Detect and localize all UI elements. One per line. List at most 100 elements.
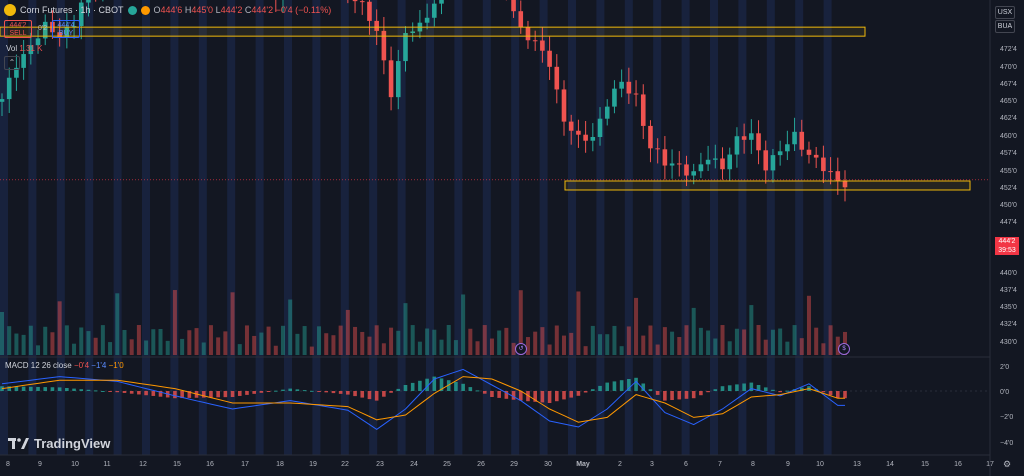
macd-histogram-bar xyxy=(115,391,120,393)
candle xyxy=(518,11,524,28)
candle xyxy=(705,159,711,165)
candle xyxy=(576,130,581,135)
candle xyxy=(749,133,754,140)
buy-button[interactable]: 444'4 BUY xyxy=(52,20,80,38)
volume-bar xyxy=(14,333,19,355)
macd-histogram-bar xyxy=(526,391,530,402)
volume-bar xyxy=(425,328,430,355)
macd-histogram-bar xyxy=(439,378,444,391)
volume-bar xyxy=(0,312,4,355)
volume-bar xyxy=(338,325,343,355)
volume-bar xyxy=(799,338,804,355)
macd-histogram-bar xyxy=(843,391,847,399)
symbol-title[interactable]: Corn Futures · 1h · CBOT xyxy=(20,5,124,15)
unit-button[interactable]: BUA xyxy=(995,20,1015,33)
volume-bar xyxy=(720,325,725,355)
volume-bar xyxy=(86,331,91,355)
time-axis-label: 23 xyxy=(376,461,384,468)
macd-histogram-bar xyxy=(331,391,336,394)
time-axis-label: 24 xyxy=(410,461,418,468)
time-axis-label: 26 xyxy=(477,461,485,468)
session-band xyxy=(113,0,122,455)
volume-bar xyxy=(324,333,329,355)
candle xyxy=(727,154,733,170)
volume-bar xyxy=(57,301,62,355)
volume-bar xyxy=(446,325,451,355)
macd-histogram-bar xyxy=(382,391,386,397)
macd-histogram-bar xyxy=(180,391,184,399)
candle xyxy=(28,45,34,55)
volume-bar xyxy=(122,329,127,355)
volume-bar xyxy=(598,334,603,355)
time-axis-label: 11 xyxy=(103,461,110,468)
sell-button[interactable]: 444'2 SELL xyxy=(4,20,32,38)
macd-histogram-bar xyxy=(475,390,480,392)
session-band xyxy=(56,0,65,455)
session-band xyxy=(227,0,236,455)
volume-bar xyxy=(360,331,365,355)
macd-histogram-bar xyxy=(50,387,55,391)
volume-bar xyxy=(223,331,228,355)
volume-bar xyxy=(158,328,163,355)
volume-bar xyxy=(403,303,408,355)
session-band xyxy=(795,0,804,455)
session-band xyxy=(28,0,37,455)
macd-histogram-bar xyxy=(187,391,192,398)
volume-bar xyxy=(734,328,739,355)
macd-histogram-bar xyxy=(554,391,559,402)
candle xyxy=(554,66,560,90)
volume-bar xyxy=(64,325,69,355)
candle xyxy=(6,77,12,100)
candle xyxy=(828,171,833,173)
candle xyxy=(770,155,776,171)
volume-bar xyxy=(749,305,754,355)
macd-histogram-bar xyxy=(367,391,372,400)
candle xyxy=(525,27,531,41)
event-marker-icon[interactable]: ↺ xyxy=(515,343,527,355)
candle xyxy=(511,0,516,12)
support-resistance-zone xyxy=(0,26,866,37)
tradingview-logo[interactable]: TradingView xyxy=(8,436,110,451)
data-delay-icon[interactable] xyxy=(140,5,150,15)
macd-histogram-bar xyxy=(72,388,76,391)
macd-histogram-bar xyxy=(605,382,610,391)
candle xyxy=(42,21,48,39)
volume-bar xyxy=(100,325,105,355)
macd-histogram-bar xyxy=(230,391,235,397)
gear-icon[interactable]: ⚙ xyxy=(1003,459,1012,469)
volume-bar xyxy=(244,325,249,355)
macd-histogram-bar xyxy=(634,377,638,391)
macd-histogram-bar xyxy=(223,391,228,398)
candle xyxy=(612,88,617,107)
volume-bar xyxy=(172,290,177,355)
volume-bar xyxy=(684,325,689,355)
currency-button[interactable]: USX xyxy=(995,6,1015,19)
time-axis-label: 14 xyxy=(886,461,894,468)
macd-histogram-bar xyxy=(771,389,775,391)
candle xyxy=(662,149,668,166)
collapse-legend-button[interactable]: ⌃ xyxy=(4,56,20,70)
candle xyxy=(547,50,552,67)
macd-histogram-bar xyxy=(360,391,365,398)
macd-histogram-bar xyxy=(763,387,768,391)
macd-histogram-bar xyxy=(684,391,689,399)
macd-histogram-bar xyxy=(785,390,790,392)
macd-histogram-bar xyxy=(252,391,256,394)
dividend-marker-icon[interactable]: $ xyxy=(838,343,850,355)
candle xyxy=(713,158,718,160)
macd-histogram-bar xyxy=(619,380,624,391)
macd-histogram-bar xyxy=(7,386,12,391)
volume-bar xyxy=(655,344,660,355)
ohlc-values: O444'6 H445'0 L444'2 C444'2 −0'4 (−0.11%… xyxy=(153,5,332,15)
macd-histogram-bar xyxy=(410,382,415,391)
price-axis-label: 457'4 xyxy=(1000,150,1017,157)
time-axis-label: 10 xyxy=(816,461,824,468)
candle xyxy=(424,17,430,23)
price-axis-label: 452'4 xyxy=(1000,185,1017,192)
volume-bar xyxy=(461,294,466,355)
volume-bar xyxy=(309,346,314,355)
candle xyxy=(57,32,62,38)
time-axis-label: 19 xyxy=(309,461,317,468)
volume-bar xyxy=(230,292,235,355)
